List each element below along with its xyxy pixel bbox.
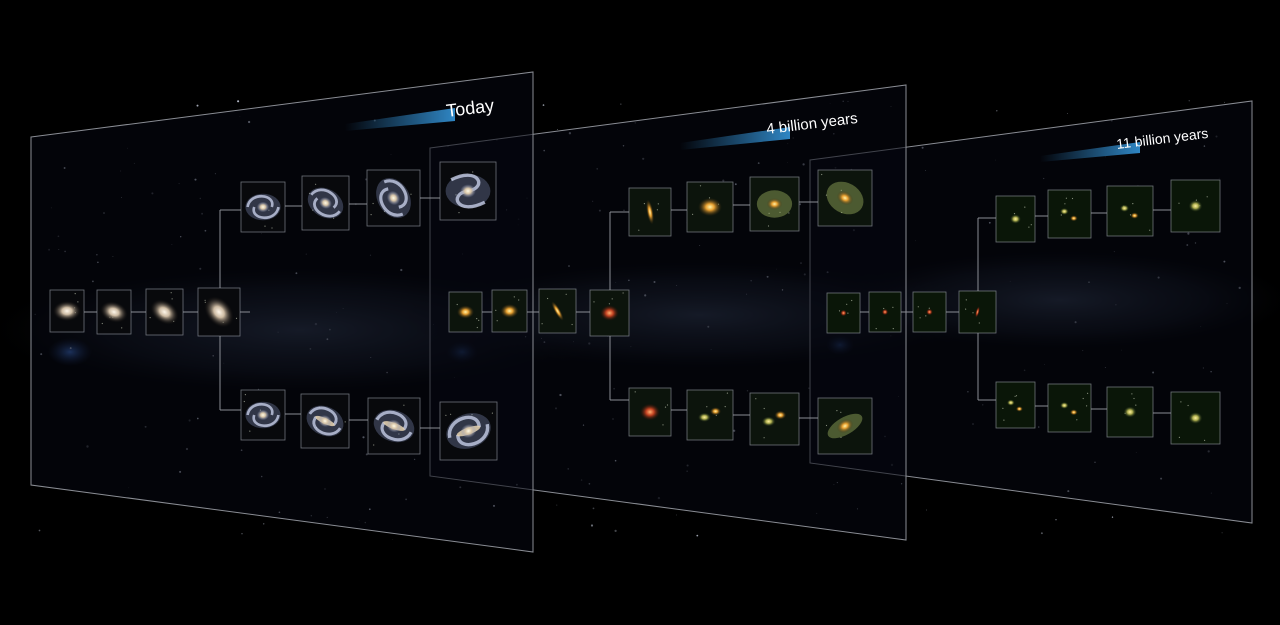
- label-bar: [680, 127, 790, 150]
- galaxy-thumbnail: [628, 387, 672, 437]
- galaxy-thumbnail: [1106, 386, 1154, 438]
- galaxy-thumbnail: [1106, 185, 1154, 237]
- galaxy-thumbnail: [1047, 189, 1092, 239]
- label-bar: [345, 108, 455, 131]
- galaxy-thumbnail: [145, 288, 184, 336]
- galaxy-thumbnail: [868, 291, 902, 333]
- galaxy-thumbnail: [439, 401, 498, 461]
- galaxy-thumbnail: [1170, 179, 1221, 233]
- galaxy-thumbnail: [686, 389, 734, 441]
- galaxy-thumbnail: [995, 195, 1036, 243]
- galaxy-thumbnail: [538, 288, 577, 334]
- galaxy-thumbnail: [1170, 391, 1221, 445]
- galaxy-thumbnail: [49, 289, 85, 333]
- galaxy-thumbnail: [912, 291, 947, 333]
- galaxy-thumbnail: [491, 289, 528, 333]
- galaxy-thumbnail: [367, 397, 421, 455]
- galaxy-thumbnail: [749, 392, 800, 446]
- galaxy-thumbnail: [197, 287, 241, 337]
- galaxy-thumbnail: [995, 381, 1036, 429]
- galaxy-thumbnail: [240, 389, 286, 441]
- label-today: Today: [345, 95, 495, 131]
- galaxy-thumbnail: [686, 181, 734, 233]
- galaxy-thumbnail: [439, 161, 497, 221]
- galaxy-thumbnail: [817, 169, 873, 227]
- galaxy-thumbnail: [958, 290, 997, 334]
- galaxy-thumbnails: [49, 161, 1221, 461]
- label-bar: [1040, 142, 1140, 162]
- galaxy-thumbnail: [1047, 383, 1092, 433]
- galaxy-thumbnail: [300, 393, 350, 449]
- galaxy-thumbnail: [749, 176, 800, 232]
- galaxy-thumbnail: [240, 181, 286, 233]
- galaxy-thumbnail: [589, 289, 630, 337]
- galaxy-thumbnail: [448, 291, 483, 333]
- galaxy-thumbnail: [628, 187, 672, 237]
- galaxy-thumbnail: [366, 169, 421, 227]
- galaxy-thumbnail: [301, 175, 350, 231]
- galaxy-thumbnail: [817, 397, 873, 455]
- galaxy-thumbnail: [96, 289, 132, 335]
- galaxy-thumbnail: [826, 292, 861, 334]
